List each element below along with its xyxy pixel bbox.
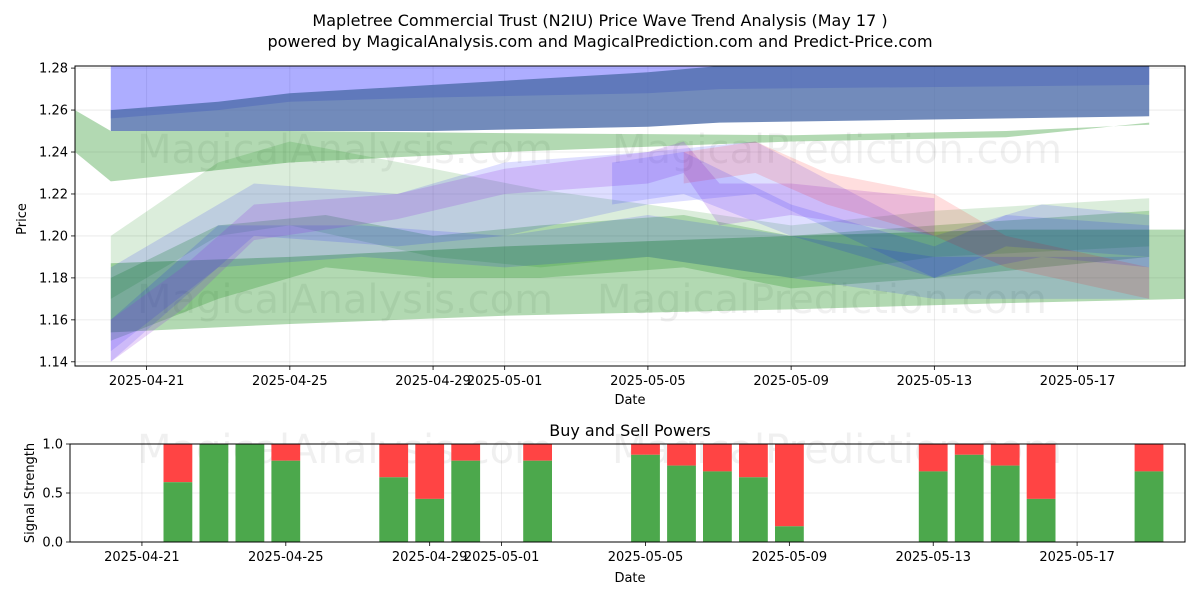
buy-sell-title: Buy and Sell Powers [549,421,711,440]
signal-y-tick-label: 0.5 [42,487,63,502]
buy-power-bar [451,460,481,542]
price-y-tick-label: 1.14 [39,355,68,370]
wave-band-red-10 [683,141,1150,299]
signal-x-tick-label: 2025-04-21 [104,550,180,565]
watermark-prediction-upper: MagicalPrediction.com [612,127,1062,173]
watermark-analysis-lower: MagicalAnalysis.com [137,277,553,323]
buy-power-bar [775,526,804,542]
sell-power-bar [163,444,193,483]
sell-power-bar [739,444,768,478]
buy-power-bar [1026,498,1056,542]
sell-power-bar [523,444,552,461]
price-x-axis-label: Date [614,393,645,408]
sell-power-bar [1134,444,1164,472]
signal-y-tick-label: 1.0 [42,438,63,453]
signal-x-tick-label: 2025-05-17 [1039,550,1115,565]
sell-power-bar [1026,444,1056,499]
buy-power-bar [703,471,732,542]
sell-power-bar [631,444,660,455]
price-y-tick-label: 1.18 [39,271,68,286]
buy-power-bar [954,454,984,542]
watermark-analysis-upper: MagicalAnalysis.com [137,127,553,173]
price-y-tick-label: 1.22 [39,187,68,202]
signal-y-ticks: 0.0 0.5 1.0 [42,438,70,551]
sell-power-bar [415,444,445,499]
buy-power-bar [199,444,229,542]
price-y-tick-label: 1.26 [39,104,68,119]
price-y-axis-label: Price [15,203,30,235]
price-y-tick-label: 1.24 [39,146,68,161]
signal-y-axis-label: Signal Strength [23,443,38,543]
buy-sell-panel: Buy and Sell Powers MagicalAnalysis.com … [23,421,1186,586]
wave-band-blue-7 [110,141,1150,362]
signal-bars [163,444,1164,542]
signal-x-tick-label: 2025-05-01 [464,550,540,565]
price-y-ticks: 1.14 1.16 1.18 1.20 1.22 1.24 1.26 1.28 [39,62,75,370]
wave-band-green-3 [75,110,1150,182]
buy-power-bar [990,465,1020,542]
buy-power-bar [667,465,696,542]
buy-power-bar [379,477,409,542]
buy-power-bar [631,454,660,542]
wave-band-blue-11 [612,152,1150,278]
price-x-tick-label: 2025-05-13 [897,374,973,389]
price-x-tick-label: 2025-04-21 [109,374,185,389]
signal-x-ticks: 2025-04-21 2025-04-25 2025-04-292025-05-01… [104,542,1115,565]
buy-power-bar [918,471,948,542]
sell-power-bar [667,444,696,466]
signal-x-axis-label: Date [614,571,645,586]
signal-x-tick-label: 2025-04-29 [392,550,468,565]
sell-power-bar [990,444,1020,466]
watermark-analysis-bottom: MagicalAnalysis.com [137,427,553,473]
wave-band-navy_band-2 [110,66,1150,131]
signal-x-tick-label: 2025-05-09 [752,550,828,565]
signal-x-tick-label: 2025-05-05 [608,550,684,565]
signal-x-tick-label: 2025-04-25 [248,550,324,565]
price-wave-panel: MagicalAnalysis.com MagicalPrediction.co… [15,62,1186,408]
sell-power-bar [703,444,732,472]
sell-power-bar [775,444,804,527]
sell-power-bar [954,444,984,455]
price-y-tick-label: 1.20 [39,229,68,244]
price-y-tick-label: 1.28 [39,62,68,77]
price-x-tick-label: 2025-04-29 [395,374,471,389]
sell-power-bar [271,444,301,461]
price-x-ticks: 2025-04-21 2025-04-25 2025-04-292025-05-01… [109,366,1116,389]
buy-power-bar [523,460,552,542]
price-x-tick-label: 2025-05-09 [753,374,829,389]
buy-power-bar [163,482,193,542]
chart-title: Mapletree Commercial Trust (N2IU) Price … [312,11,887,30]
signal-x-tick-label: 2025-05-13 [895,550,971,565]
buy-power-bar [235,444,265,542]
sell-power-bar [451,444,481,461]
buy-power-bar [1134,471,1164,542]
signal-y-tick-label: 0.0 [42,536,63,551]
price-x-tick-label: 2025-05-05 [610,374,686,389]
price-x-tick-label: 2025-04-25 [252,374,328,389]
wave-band-green-4 [110,229,1185,333]
wave-band-green-5 [110,141,1150,299]
sell-power-bar [379,444,409,478]
price-plot-frame [74,65,1186,367]
price-x-tick-label: 2025-05-01 [467,374,543,389]
wave-band-blue-8 [110,215,1150,352]
buy-power-bar [415,498,445,542]
price-watermarks: MagicalAnalysis.com MagicalPrediction.co… [137,127,1062,323]
price-x-tick-label: 2025-05-17 [1040,374,1116,389]
buy-power-bar [739,477,768,542]
price-bands [75,66,1185,362]
buy-power-bar [271,460,301,542]
wave-band-violet-9 [110,141,935,362]
wave-band-green-6 [110,210,1150,341]
watermark-prediction-lower: MagicalPrediction.com [597,277,1047,323]
sell-power-bar [918,444,948,472]
chart-subtitle: powered by MagicalAnalysis.com and Magic… [267,32,932,51]
price-y-tick-label: 1.16 [39,313,68,328]
